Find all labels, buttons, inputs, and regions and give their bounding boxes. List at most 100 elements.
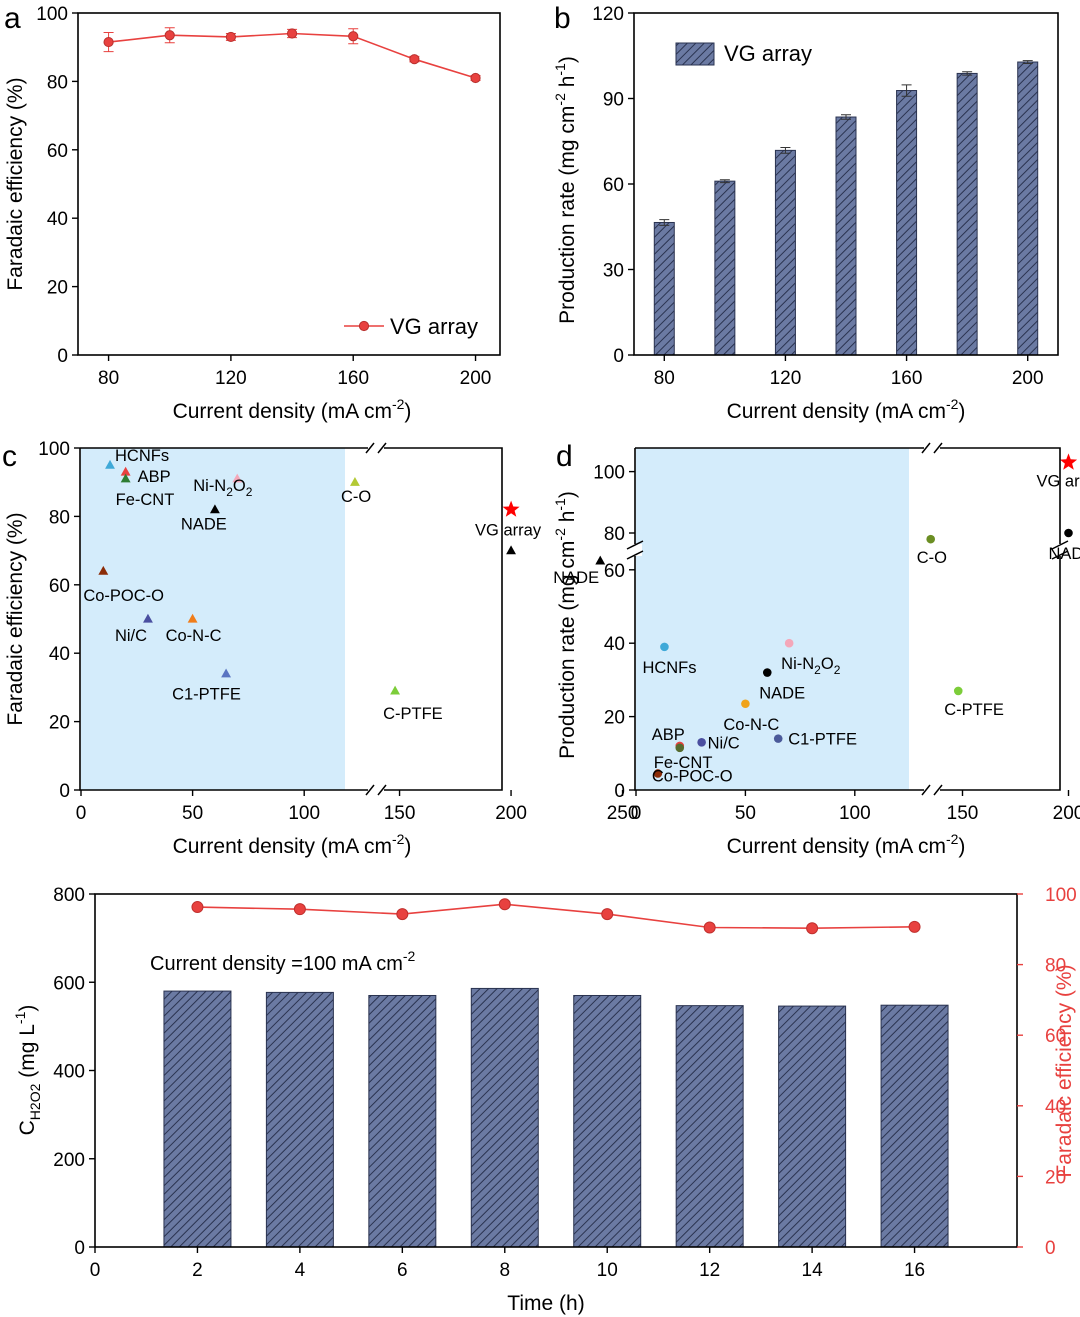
panel-c-point-fe-cnt	[120, 473, 131, 483]
panel-b-bar	[896, 90, 918, 356]
panel-e-bar	[778, 1005, 847, 1248]
panel-d-x-tick-label: 100	[839, 803, 871, 824]
panel-e-y-axis-label: CH2O2 (mg L-1)	[12, 1005, 43, 1136]
panel-a-data-point	[470, 72, 481, 84]
panel-d-x-axis-label: Current density (mA cm-2)	[727, 831, 966, 858]
panel-c-point-unlabeled	[506, 545, 516, 555]
panel-c-point-c-ptfe	[390, 685, 401, 695]
panel-d-point-nade-label: NADE	[1049, 545, 1080, 563]
panel-b-error-bar	[659, 219, 670, 226]
panel-e-x-tick-label: 2	[192, 1260, 203, 1281]
panel-d-point-co-n-c-label: Co-N-C	[723, 716, 779, 734]
panel-d-point-hcnfs-label: HCNFs	[642, 659, 696, 677]
panel-c-point-labels: HCNFs ABP Fe-CNT Ni-N2O2 NADE C-O VG array NADE…	[83, 447, 599, 723]
panel-e-bar	[675, 1005, 744, 1248]
panel-e-fe-point	[396, 908, 409, 921]
panel-e-data-layer	[163, 898, 949, 1248]
panel-d-point-vg-array-label: VG array	[1037, 472, 1080, 490]
panel-a-data-point	[225, 31, 236, 43]
panel-b-y-tick-label: 60	[603, 175, 624, 196]
panel-b-y-tick-label: 0	[613, 346, 624, 367]
panel-d-point-c-o	[926, 534, 935, 544]
panel-a-y-tick-label: 20	[47, 278, 68, 299]
panel-b-y-tick-label: 30	[603, 261, 624, 282]
panel-a-y-tick-label: 0	[57, 346, 68, 367]
panel-b-legend-swatch	[675, 42, 715, 66]
panel-e-x-tick-label: 6	[397, 1260, 408, 1281]
panel-e-bar	[470, 987, 539, 1248]
panel-a-x-tick-label: 120	[215, 368, 247, 389]
panel-d-y-break-mark-left	[626, 540, 644, 560]
panel-letter-a: a	[4, 2, 21, 35]
panel-c-x-tick-label: 100	[288, 803, 320, 824]
panel-d-point-c-ptfe	[953, 686, 963, 696]
panel-e-annotation: Current density =100 mA cm-2	[150, 948, 416, 975]
panel-c-y-tick-label: 40	[49, 644, 70, 665]
panel-d-point-c1-ptfe-label: C1-PTFE	[788, 731, 857, 749]
panel-b-bar	[835, 116, 857, 356]
panel-d-point-c-ptfe-label: C-PTFE	[944, 701, 1004, 719]
panel-a-plot-frame	[77, 12, 501, 356]
panel-e-fe-point	[601, 908, 614, 921]
panel-d-y-axis-label: Production rate (mg cm-2 h-1)	[552, 491, 579, 759]
panel-b-x-tick-label: 120	[770, 368, 802, 389]
panel-letter-c: c	[2, 440, 17, 473]
panel-c-point-co-poc-o-label: Co-POC-O	[83, 587, 164, 605]
panel-a-legend-marker	[358, 320, 370, 332]
panel-d-point-hcnfs	[660, 642, 669, 652]
panel-d-point-ni-n2o2	[784, 638, 794, 648]
panel-b-y-tick-label: 120	[592, 4, 624, 25]
panel-c-x-axis-label: Current density (mA cm-2)	[173, 831, 412, 858]
panel-b-bar	[956, 72, 978, 356]
panel-a-y-tick-label: 80	[47, 72, 68, 93]
panel-d-x-tick-label: 200	[1053, 803, 1080, 824]
panel-a-y-axis-label: Faradaic efficiency (%)	[4, 77, 27, 290]
panel-c-point-nade	[595, 555, 606, 565]
panel-c-point-vg-array-label: VG array	[475, 522, 542, 540]
panel-d-y-tick-label: 40	[604, 634, 625, 655]
panel-c-point-ni-c	[143, 613, 153, 623]
panel-b-data-layer	[653, 60, 1039, 356]
panel-e-y2-tick-label: 80	[1045, 956, 1066, 977]
panel-c-y-tick-label: 100	[38, 439, 70, 460]
panel-d-y-tick-label: 100	[593, 463, 625, 484]
panel-e-bar	[368, 994, 437, 1248]
panel-letter-d: d	[556, 440, 573, 473]
panel-d-shaded-region	[636, 448, 909, 790]
panel-e-ticks: 0 2 4 6 8 10 12 14 16 0 200 400 600 800 0 20 40 60 80 100	[53, 885, 1076, 1281]
panel-c-point-ni-n2o2	[232, 473, 243, 483]
panel-a-data-point	[103, 36, 114, 48]
panel-c-y-tick-label: 60	[49, 576, 70, 597]
panel-c-y-tick-label: 80	[49, 507, 70, 528]
panel-c-point-c-o-label: C-O	[341, 488, 371, 506]
panel-b-x-tick-label: 160	[891, 368, 923, 389]
panel-c-x-tick-label: 50	[182, 803, 203, 824]
panel-c-point-hcnfs	[105, 459, 115, 469]
panel-a-series-line	[108, 32, 476, 79]
panel-d-point-c-o-label: C-O	[917, 549, 947, 567]
panel-e-fe-point	[703, 921, 716, 934]
panel-b-error-bar	[780, 147, 791, 154]
panel-d-point-nade-label: NADE	[759, 685, 805, 703]
panel-e-y-tick-label: 600	[53, 973, 85, 994]
panel-e-y2-tick-label: 40	[1045, 1097, 1066, 1118]
panel-b-bar	[774, 149, 796, 356]
panel-c-shaded-region	[81, 448, 345, 790]
panel-b-error-bar	[1022, 60, 1033, 64]
panel-e-x-tick-label: 14	[802, 1260, 824, 1281]
panel-c-y-tick-label: 20	[49, 713, 70, 734]
panel-c-point-c-ptfe-label: C-PTFE	[383, 705, 443, 723]
panel-e-x-tick-label: 4	[295, 1260, 306, 1281]
panel-d-point-labels: VG array NADE C-O HCNFs Ni-N2O2 NADE Co-N-C C-P…	[642, 472, 1080, 785]
panel-c-point-nade	[209, 504, 220, 514]
panel-d-y-break-mark-right	[1051, 540, 1069, 560]
panel-b-error-bar	[841, 114, 851, 120]
panel-b-error-bar	[962, 71, 973, 76]
panel-d-x-break-mark-top	[921, 442, 943, 454]
panel-e-fe-point	[191, 901, 204, 914]
panel-c-point-abp-label: ABP	[138, 468, 171, 486]
panel-c-point-co-poc-o	[98, 565, 109, 575]
panel-d-point-ni-c	[697, 737, 706, 747]
